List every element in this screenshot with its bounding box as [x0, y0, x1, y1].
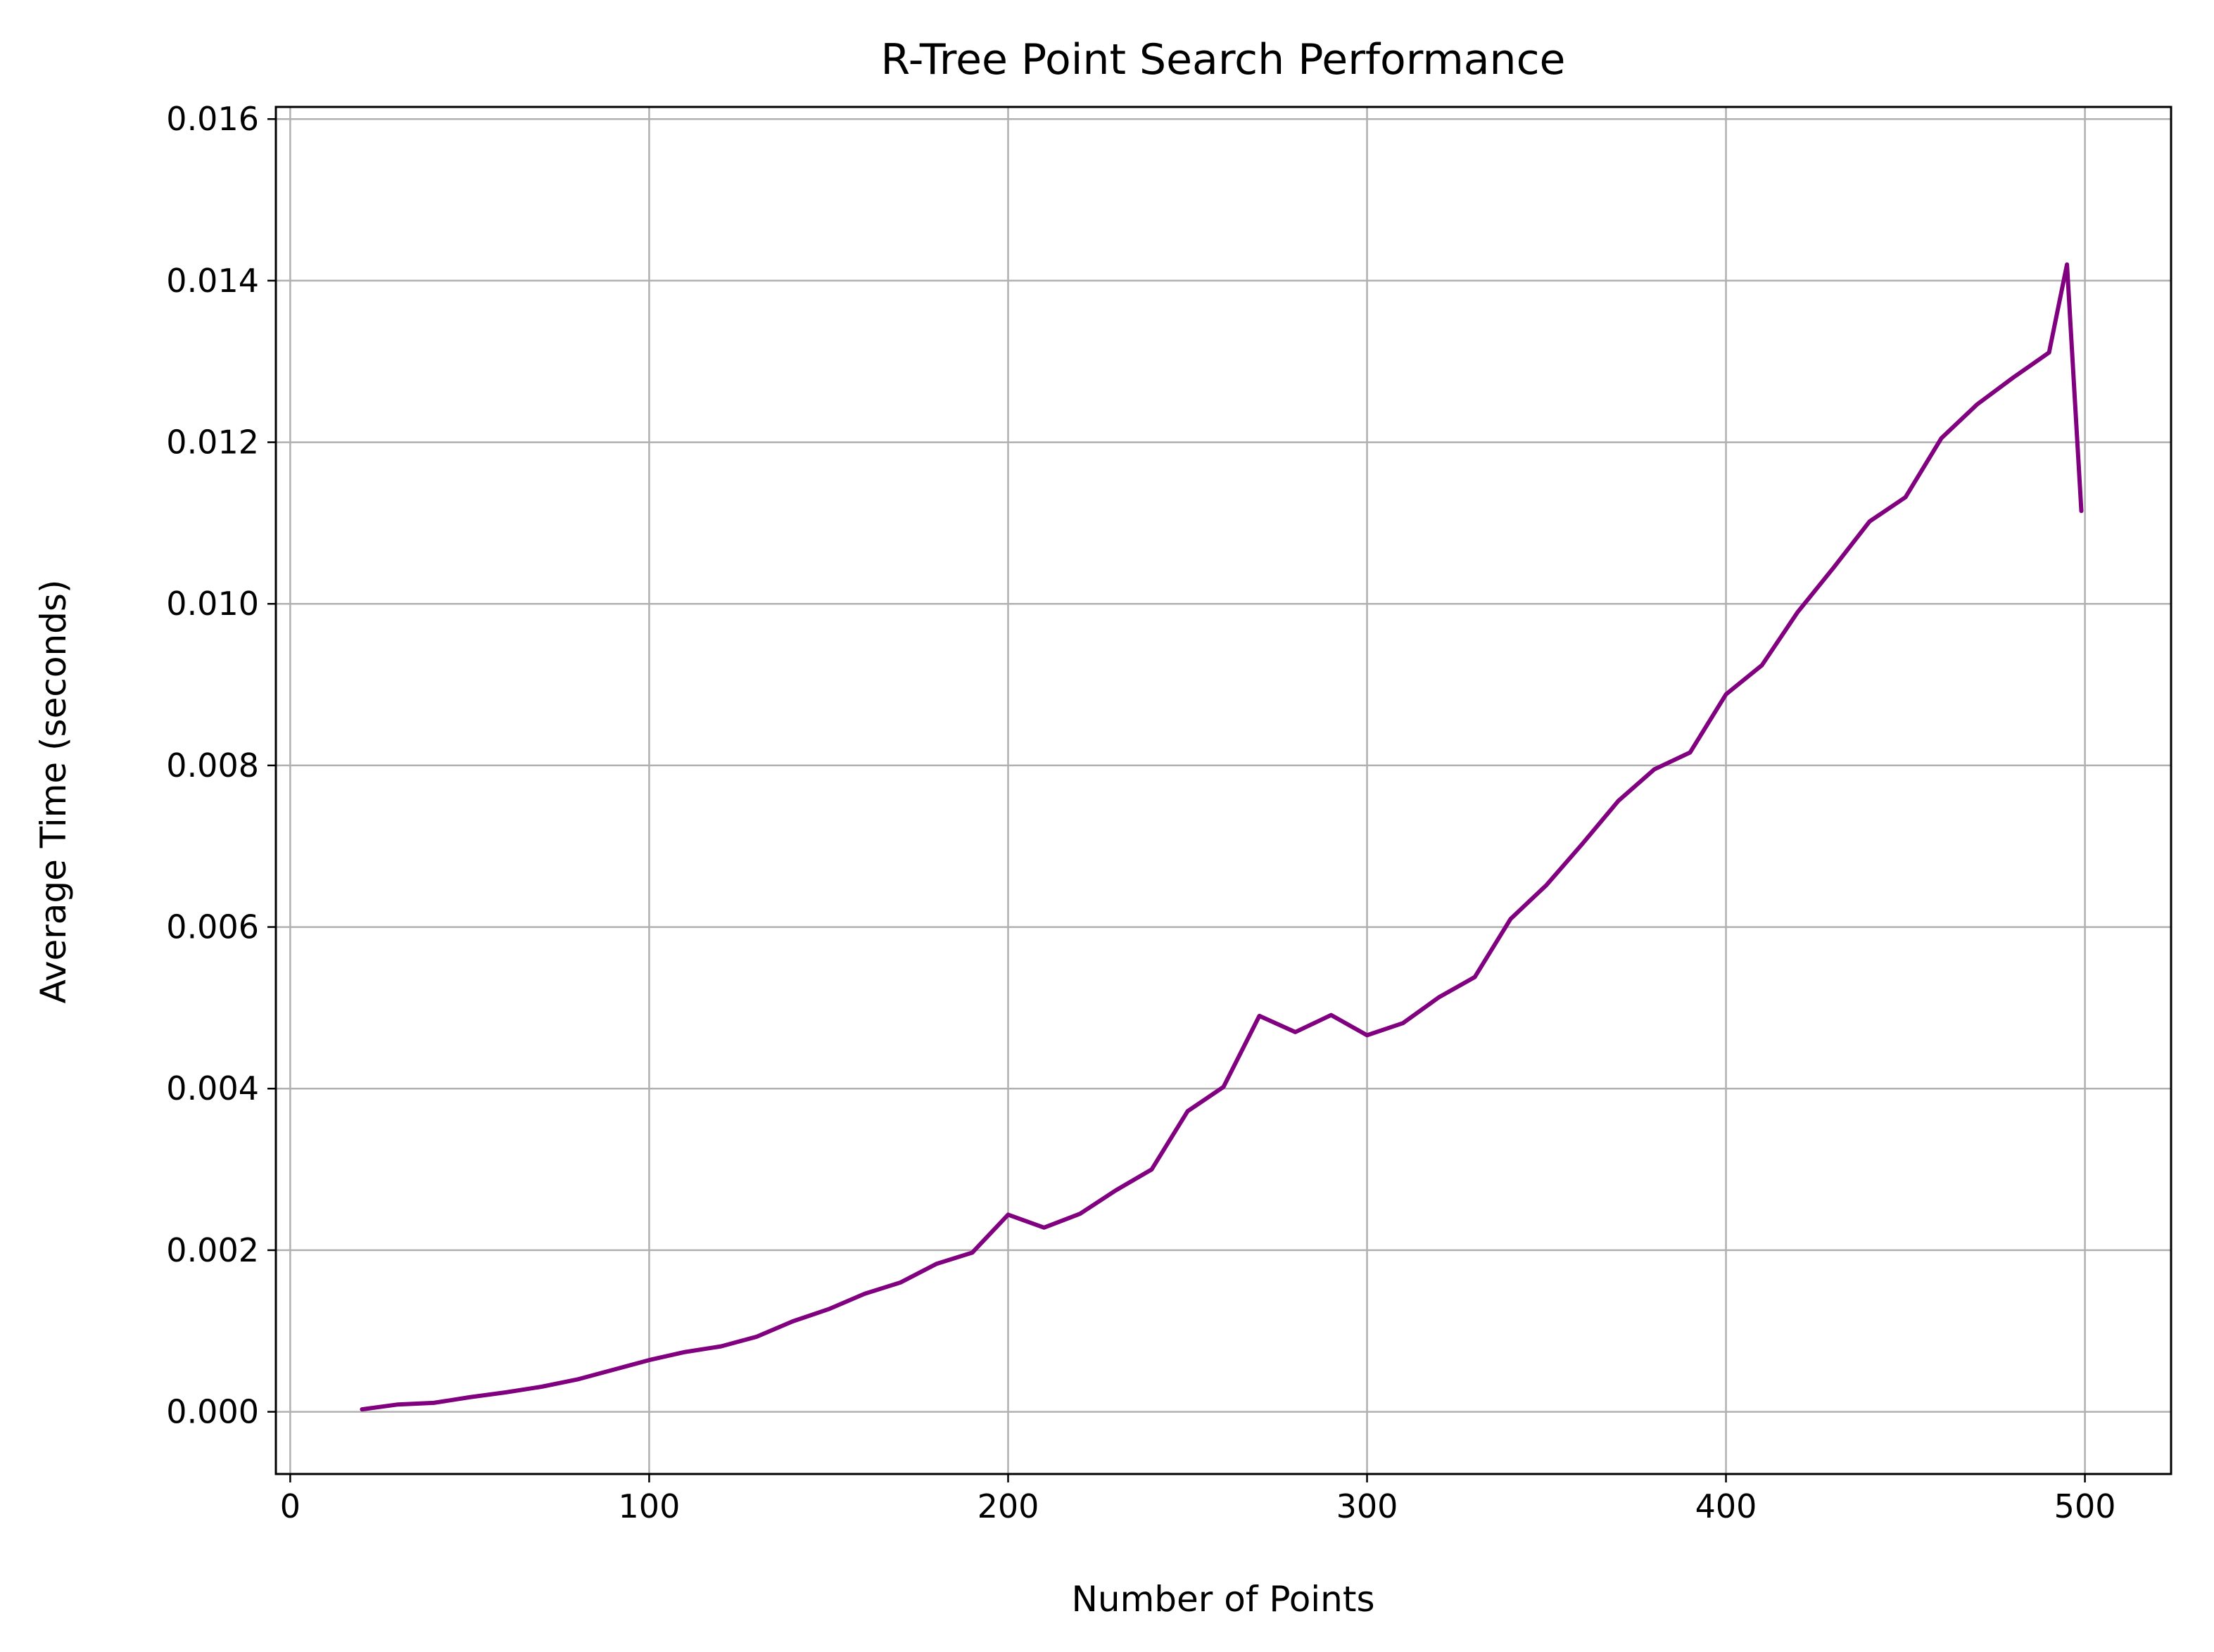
y-tick-label: 0.004 — [166, 1069, 259, 1107]
series-line — [360, 262, 2084, 1412]
series-group — [360, 262, 2084, 1412]
x-tick-label: 0 — [280, 1487, 301, 1525]
data-point — [1509, 917, 1513, 921]
data-point — [719, 1345, 723, 1349]
data-point — [1185, 1109, 1189, 1113]
data-point — [898, 1281, 902, 1285]
data-point — [503, 1390, 507, 1394]
data-point — [1437, 995, 1441, 999]
data-point — [611, 1368, 615, 1372]
data-point — [431, 1401, 436, 1405]
x-tick-label: 300 — [1336, 1487, 1398, 1525]
data-point — [1688, 751, 1693, 755]
data-point — [539, 1385, 543, 1389]
data-point — [1545, 883, 1549, 887]
data-point — [1293, 1030, 1298, 1034]
y-tick-label: 0.002 — [166, 1231, 259, 1269]
data-point — [1617, 799, 1621, 803]
data-point — [2011, 376, 2016, 380]
x-tick-label: 400 — [1695, 1487, 1757, 1525]
data-point — [1724, 692, 1728, 697]
y-tick-label: 0.006 — [166, 908, 259, 946]
data-point — [1652, 768, 1657, 772]
grid-lines — [276, 107, 2171, 1474]
data-point — [1006, 1212, 1010, 1216]
data-point — [1042, 1226, 1046, 1230]
y-tick-label: 0.012 — [166, 424, 259, 462]
x-tick-label: 200 — [978, 1487, 1039, 1525]
data-point — [1796, 610, 1800, 614]
data-point — [1329, 1013, 1334, 1017]
data-point — [1975, 402, 1980, 407]
data-point — [934, 1262, 938, 1266]
y-axis-label: Average Time (seconds) — [33, 580, 74, 1004]
data-point — [2079, 509, 2083, 513]
data-point — [1149, 1167, 1153, 1171]
data-point — [1077, 1212, 1082, 1216]
data-point — [1868, 519, 1872, 523]
data-point — [754, 1335, 759, 1339]
data-point — [1832, 566, 1836, 570]
plot-frame — [274, 106, 2172, 1475]
data-point — [2065, 262, 2069, 267]
data-point — [467, 1395, 472, 1399]
data-point — [1904, 495, 1908, 500]
data-point — [826, 1307, 830, 1311]
data-point — [1365, 1033, 1369, 1037]
x-tick-label: 100 — [619, 1487, 681, 1525]
data-point — [1113, 1188, 1118, 1193]
data-point — [970, 1250, 974, 1254]
y-tick-label: 0.016 — [166, 100, 259, 138]
data-point — [396, 1402, 400, 1406]
y-tick-label: 0.010 — [166, 585, 259, 623]
y-tick-label: 0.008 — [166, 746, 259, 784]
data-point — [1222, 1085, 1225, 1089]
data-point — [1940, 436, 1944, 440]
x-tick-label: 500 — [2054, 1487, 2116, 1525]
data-point — [1473, 975, 1477, 979]
chart-title: R-Tree Point Search Performance — [881, 35, 1566, 84]
data-point — [360, 1407, 364, 1411]
data-point — [683, 1350, 687, 1354]
y-tick-label: 0.014 — [166, 262, 259, 300]
data-point — [575, 1378, 579, 1382]
data-point — [1760, 663, 1764, 668]
x-axis-label: Number of Points — [1071, 1579, 1374, 1620]
data-point — [2047, 350, 2051, 355]
data-point — [862, 1292, 866, 1296]
axis-ticks: 0 100 200 300 400 500 0.000 0.002 0.004 0.006 0.00… — [166, 100, 2115, 1525]
data-point — [790, 1319, 795, 1323]
data-point — [1258, 1014, 1262, 1018]
data-point — [1401, 1021, 1405, 1025]
data-point — [647, 1358, 651, 1362]
data-point — [1581, 841, 1585, 846]
y-tick-label: 0.000 — [166, 1393, 259, 1431]
